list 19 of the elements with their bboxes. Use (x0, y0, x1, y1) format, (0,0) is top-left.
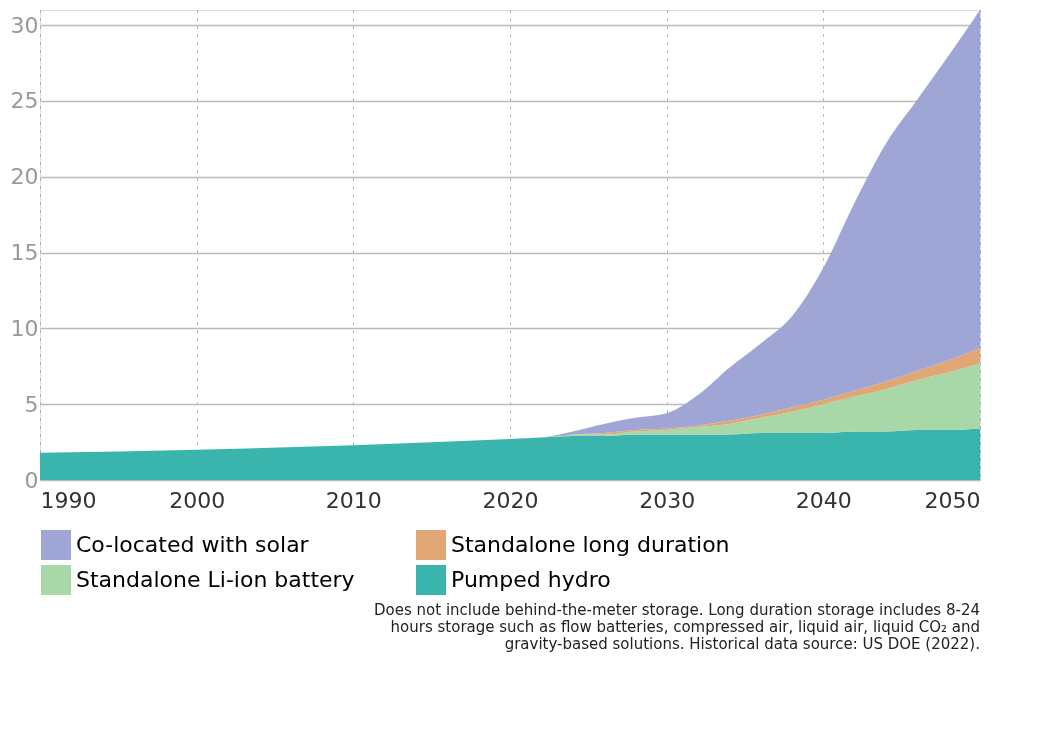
x-tick-label: 2050 (924, 487, 981, 513)
y-tick-label: 10 (10, 315, 39, 341)
y-tick-label: 25 (10, 88, 39, 114)
x-tick-label: 2040 (795, 487, 852, 513)
y-tick-label: 15 (10, 240, 39, 266)
legend-label: Standalone Li-ion battery (76, 567, 355, 592)
y-tick-label: 0 (24, 467, 39, 493)
y-tick-label: 20 (10, 164, 39, 190)
x-tick-label: 2020 (482, 487, 539, 513)
legend-label: Pumped hydro (451, 567, 611, 592)
x-tick-label: 2010 (325, 487, 382, 513)
x-tick-label: 2000 (169, 487, 226, 513)
text: Does not include behind-the-meter storage. Long duration storage includes 8-24 hours storage such as flow batteries, compressed air, liquid air, liquid CO₂ and gravity-based solutions. Historical data source: US DOE (2022). (374, 601, 980, 653)
y-tick-label: 5 (24, 391, 39, 417)
y-tick-label: 30 (10, 12, 39, 38)
legend-label: Standalone long duration (451, 532, 730, 557)
x-tick-label: 2030 (639, 487, 696, 513)
x-tick-label: 1990 (40, 487, 97, 513)
legend-label: Co-located with solar (76, 532, 310, 557)
